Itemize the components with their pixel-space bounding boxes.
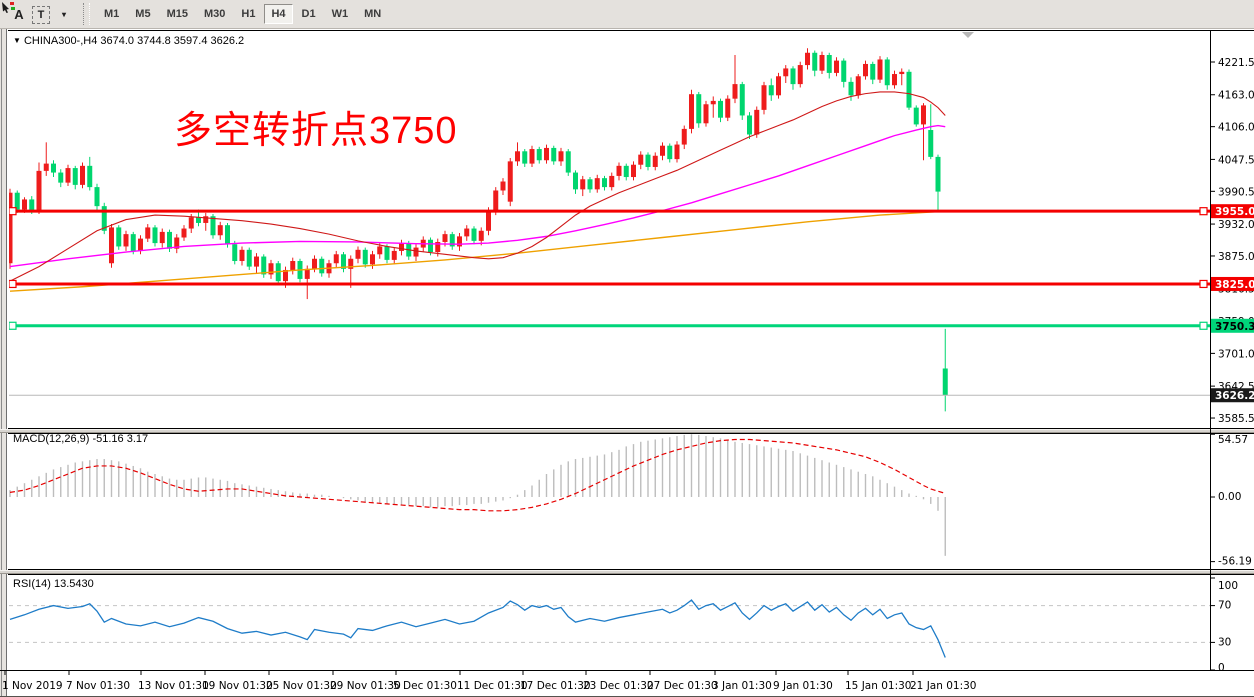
- macd-signal-line: [9, 438, 946, 512]
- timeframe-button-m5[interactable]: M5: [128, 4, 157, 24]
- price-scale[interactable]: 4221.5 4163.0 4106.0 4047.5 3990.5 3932.0 3875…: [1210, 57, 1254, 425]
- svg-text:25 Nov 01:30: 25 Nov 01:30: [266, 680, 337, 692]
- svg-text:3750.3: 3750.3: [1215, 321, 1254, 333]
- svg-text:3825.0: 3825.0: [1215, 279, 1254, 291]
- svg-text:4047.5: 4047.5: [1218, 154, 1254, 166]
- text-label-tool-button[interactable]: A: [8, 3, 30, 25]
- timeframe-button-m15[interactable]: M15: [160, 4, 195, 24]
- timeframe-button-group: M1 M5 M15 M30 H1 H4 D1 W1 MN: [96, 4, 389, 24]
- svg-text:27 Dec 01:30: 27 Dec 01:30: [647, 680, 718, 692]
- svg-text:0.00: 0.00: [1218, 491, 1241, 503]
- svg-text:4163.0: 4163.0: [1218, 90, 1254, 102]
- macd-panel: 54.57 0.00 -56.19: [9, 433, 1252, 568]
- line-handle: [1199, 279, 1208, 289]
- rsi-panel: 100 70 30 0: [9, 577, 1238, 674]
- timeframe-button-w1[interactable]: W1: [325, 4, 356, 24]
- arrow-styles-dropdown-button[interactable]: ▾: [2, 2, 74, 25]
- timeframe-button-m30[interactable]: M30: [197, 4, 232, 24]
- toolbar: A T ▾ M1 M5 M15 M30 H1 H4 D1 W1 MN: [0, 0, 1254, 29]
- moving-average-line: [9, 124, 946, 268]
- text-box-tool-button[interactable]: T: [32, 5, 50, 24]
- svg-text:23 Dec 01:30: 23 Dec 01:30: [583, 680, 654, 692]
- svg-text:4106.0: 4106.0: [1218, 122, 1254, 134]
- rsi-line: [9, 599, 946, 658]
- timeframe-button-h4[interactable]: H4: [264, 4, 293, 24]
- svg-text:30: 30: [1218, 636, 1231, 648]
- svg-text:1 Nov 2019: 1 Nov 2019: [2, 680, 63, 692]
- svg-text:3955.0: 3955.0: [1215, 206, 1254, 218]
- svg-text:19 Nov 01:30: 19 Nov 01:30: [202, 680, 273, 692]
- svg-text:4221.5: 4221.5: [1218, 57, 1254, 69]
- svg-text:-56.19: -56.19: [1218, 556, 1252, 568]
- moving-average-line: [9, 91, 946, 282]
- timeframe-button-h1[interactable]: H1: [234, 4, 262, 24]
- line-handle: [1199, 207, 1208, 216]
- line-handle: [9, 321, 17, 330]
- timeframe-button-mn[interactable]: MN: [357, 4, 388, 24]
- chart-shift-marker: [962, 32, 974, 38]
- svg-text:70: 70: [1218, 600, 1231, 612]
- support-resistance-lines[interactable]: [9, 207, 1210, 330]
- timeframe-button-m1[interactable]: M1: [97, 4, 126, 24]
- line-handle: [1199, 321, 1208, 330]
- svg-text:0: 0: [1218, 662, 1225, 674]
- svg-text:54.57: 54.57: [1218, 434, 1248, 446]
- svg-text:3585.5: 3585.5: [1218, 413, 1254, 425]
- svg-text:3875.0: 3875.0: [1218, 251, 1254, 263]
- timeframe-button-d1[interactable]: D1: [295, 4, 323, 24]
- svg-text:9 Jan 01:30: 9 Jan 01:30: [773, 680, 833, 692]
- svg-text:3 Jan 01:30: 3 Jan 01:30: [712, 680, 772, 692]
- svg-text:15 Jan 01:30: 15 Jan 01:30: [845, 680, 911, 692]
- main-panel[interactable]: [8, 32, 1211, 412]
- line-handle: [9, 207, 17, 216]
- svg-text:3990.5: 3990.5: [1218, 186, 1254, 198]
- chevron-down-icon: ▾: [61, 9, 66, 19]
- toolbar-separator: [83, 3, 90, 25]
- svg-text:5 Dec 01:30: 5 Dec 01:30: [393, 680, 457, 692]
- line-handle: [9, 279, 17, 289]
- svg-text:11 Dec 01:30: 11 Dec 01:30: [457, 680, 528, 692]
- svg-text:7 Nov 01:30: 7 Nov 01:30: [66, 680, 130, 692]
- svg-text:100: 100: [1218, 580, 1238, 592]
- svg-text:17 Dec 01:30: 17 Dec 01:30: [520, 680, 591, 692]
- svg-text:13 Nov 01:30: 13 Nov 01:30: [138, 680, 209, 692]
- svg-text:3626.2: 3626.2: [1215, 390, 1254, 402]
- svg-text:3701.0: 3701.0: [1218, 348, 1254, 360]
- svg-text:29 Nov 01:30: 29 Nov 01:30: [330, 680, 401, 692]
- moving-average-line: [9, 210, 946, 292]
- svg-text:21 Jan 01:30: 21 Jan 01:30: [910, 680, 976, 692]
- svg-text:3932.0: 3932.0: [1218, 219, 1254, 231]
- candles-layer: [9, 48, 948, 412]
